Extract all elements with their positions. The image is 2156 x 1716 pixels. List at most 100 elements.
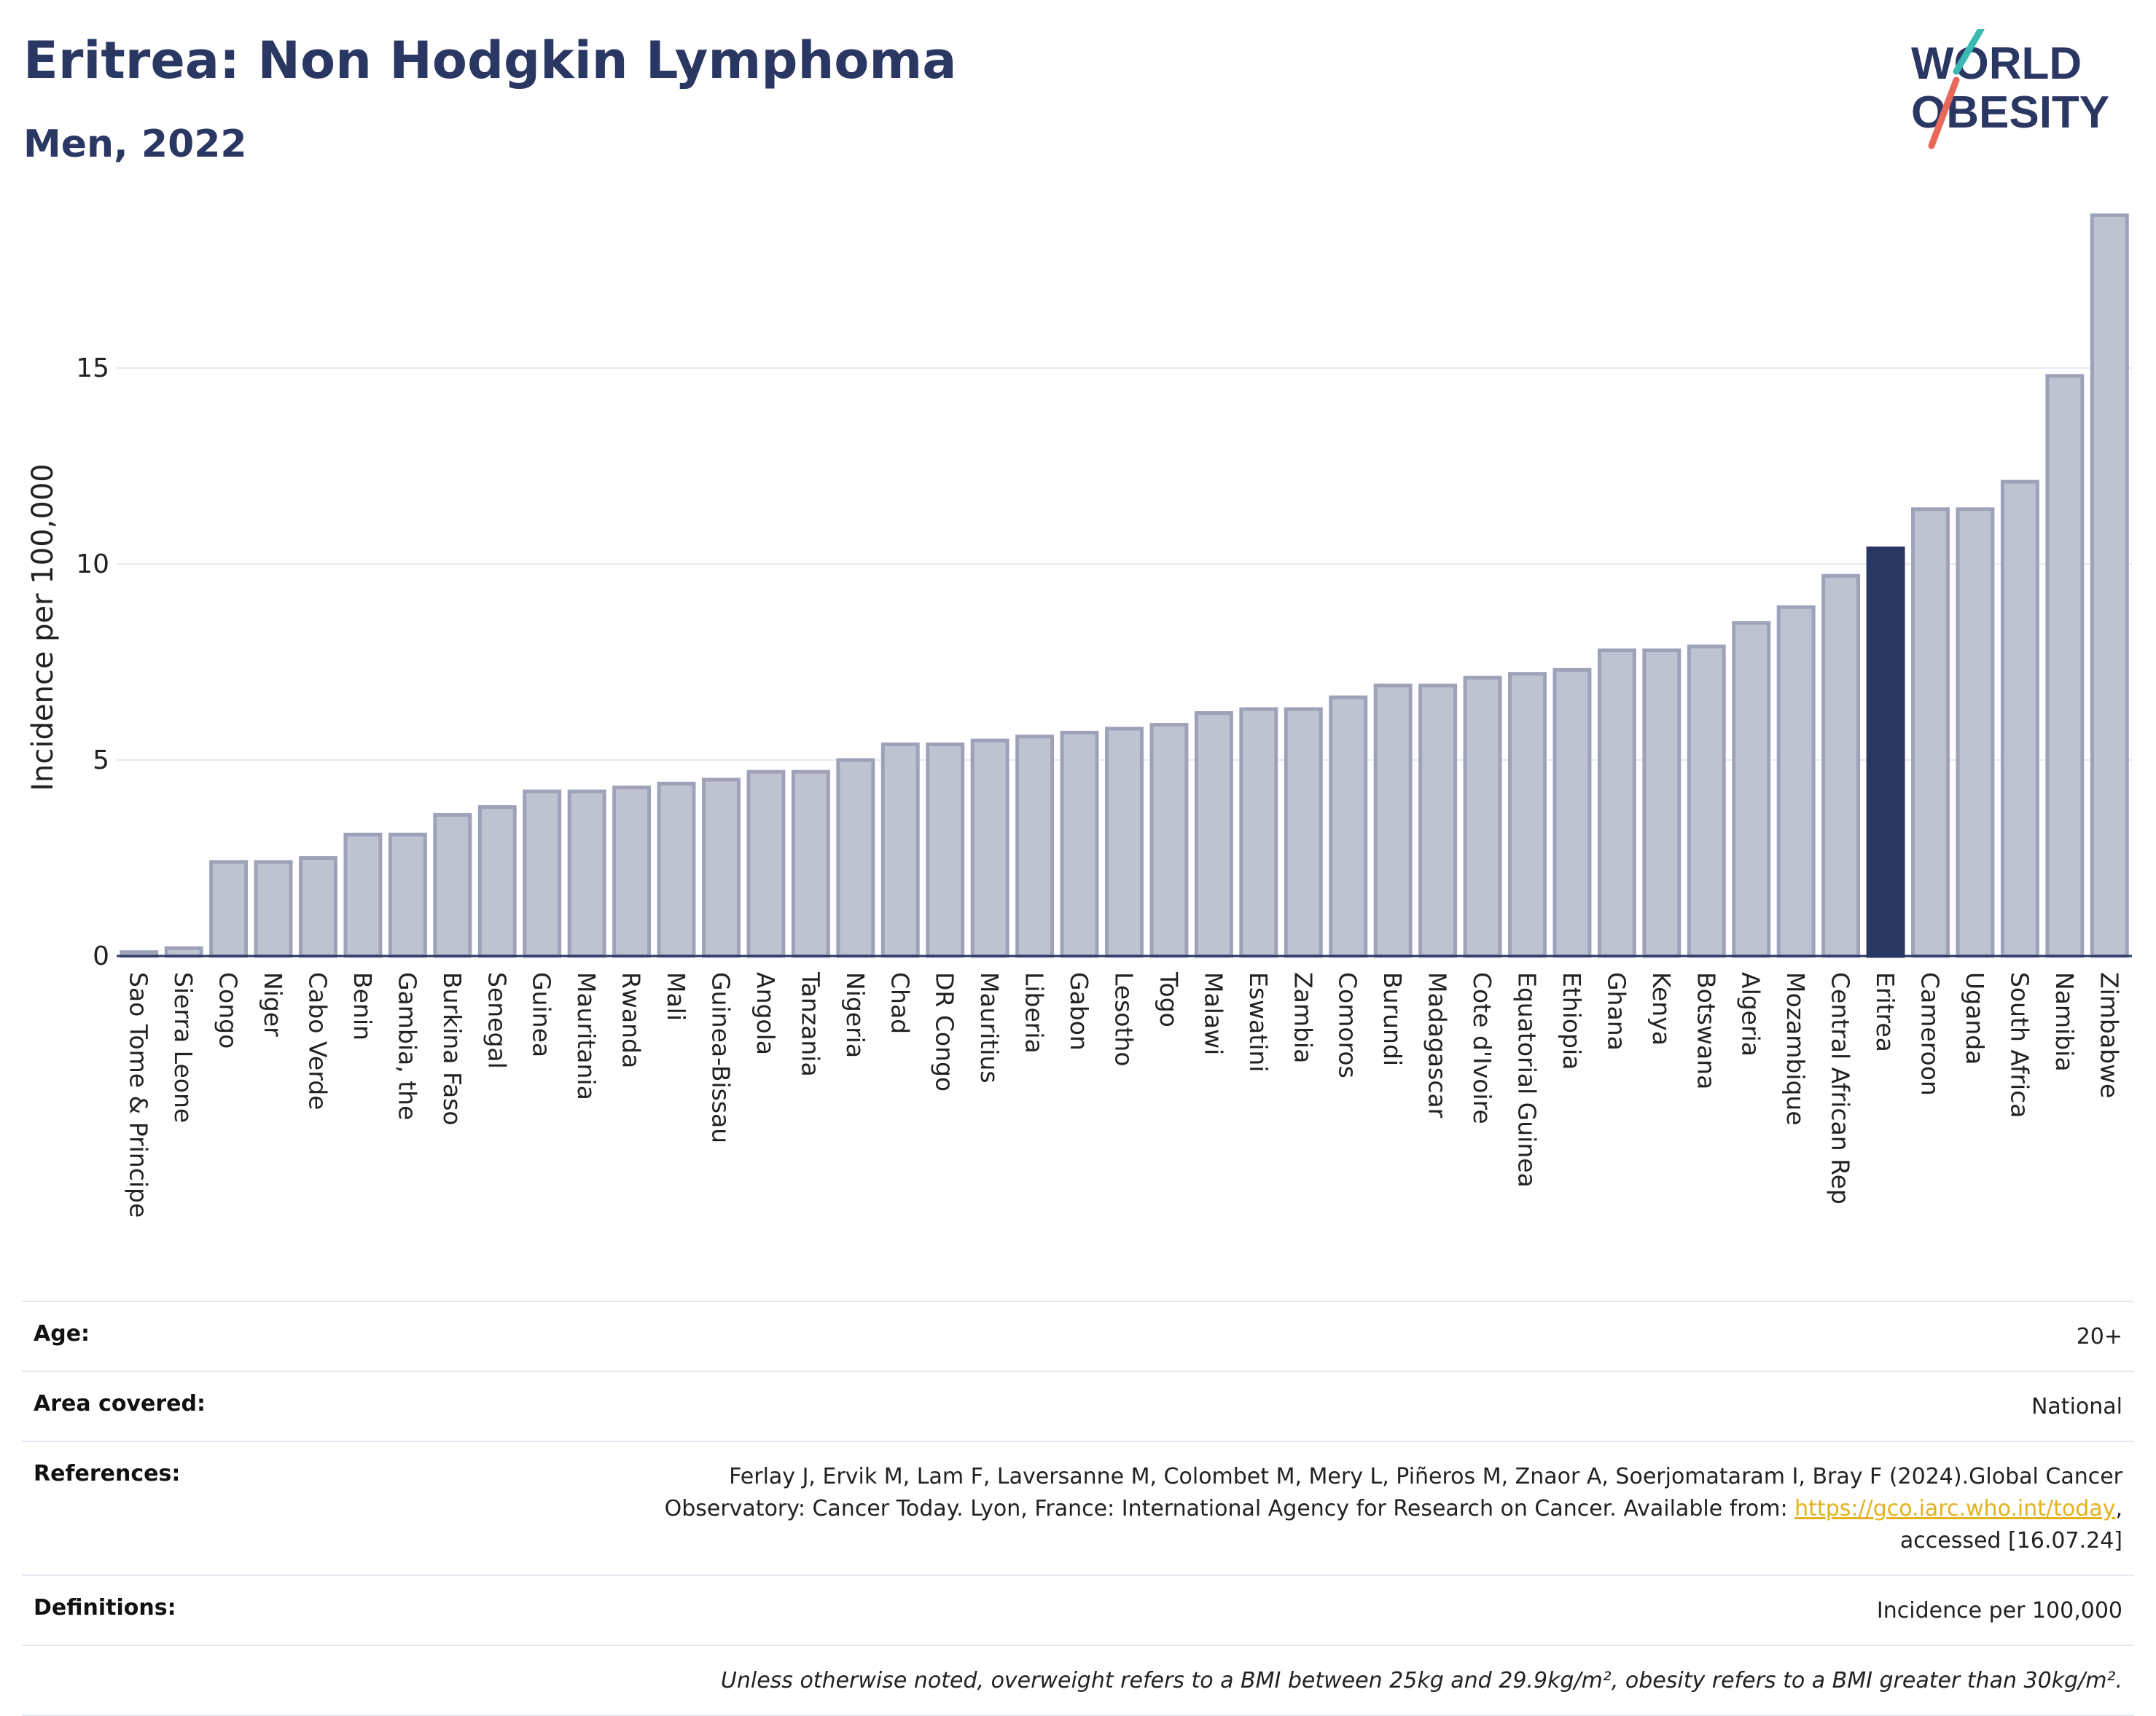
bar bbox=[1776, 605, 1816, 958]
x-tick-label: Burundi bbox=[1378, 972, 1407, 1066]
bar bbox=[1015, 734, 1055, 958]
age-value: 20+ bbox=[2076, 1324, 2122, 1349]
x-tick-label: Botswana bbox=[1692, 972, 1720, 1089]
x-tick-label: Cameroon bbox=[1916, 972, 1945, 1096]
references-line1: Ferlay J, Ervik M, Lam F, Laversanne M, … bbox=[729, 1464, 2122, 1489]
bar bbox=[1105, 726, 1144, 958]
bar bbox=[970, 738, 1009, 958]
bar bbox=[1239, 707, 1278, 958]
info-row-note: Unless otherwise noted, overweight refer… bbox=[22, 1645, 2134, 1716]
bar bbox=[791, 769, 830, 958]
x-tick-label: Zimbabwe bbox=[2095, 972, 2123, 1098]
bar bbox=[836, 758, 875, 958]
x-tick-label: Algeria bbox=[1737, 972, 1765, 1057]
world-obesity-logo: WORLD OBESITY bbox=[1911, 29, 2109, 149]
info-row-references: References: Ferlay J, Ervik M, Lam F, La… bbox=[22, 1441, 2134, 1575]
definitions-value: Incidence per 100,000 bbox=[1876, 1598, 2122, 1623]
area-value: National bbox=[2031, 1394, 2122, 1419]
bar bbox=[746, 769, 786, 958]
x-tick-label: Zambia bbox=[1289, 972, 1317, 1063]
bar bbox=[1060, 730, 1099, 958]
info-table: Age: 20+ Area covered: National Referenc… bbox=[22, 1301, 2134, 1716]
x-tick-label: Chad bbox=[886, 972, 914, 1034]
bar bbox=[1956, 507, 1995, 958]
x-tick-label: Niger bbox=[259, 972, 287, 1037]
x-tick-label: Congo bbox=[214, 972, 243, 1049]
x-tick-label: Uganda bbox=[1961, 972, 1989, 1065]
x-tick-label: Cote d'Ivoire bbox=[1468, 972, 1496, 1124]
x-tick-label: Tanzania bbox=[796, 971, 824, 1077]
y-tick-label: 10 bbox=[76, 549, 109, 579]
x-tick-label: Guinea bbox=[528, 972, 556, 1057]
bmi-note: Unless otherwise noted, overweight refer… bbox=[720, 1668, 2122, 1693]
y-tick-label: 0 bbox=[93, 941, 109, 971]
bar bbox=[1418, 683, 1458, 958]
bar bbox=[1508, 672, 1547, 958]
x-tick-label: Central African Rep bbox=[1827, 972, 1855, 1204]
bar bbox=[1149, 723, 1189, 958]
x-tick-label: Gabon bbox=[1065, 972, 1093, 1051]
bar-highlight bbox=[1866, 546, 1905, 958]
bar bbox=[1687, 644, 1726, 958]
y-tick-labels: 0 5 10 15 bbox=[76, 353, 109, 971]
x-tick-label: Mauritius bbox=[975, 972, 1004, 1084]
x-tick-label: Gambia, the bbox=[393, 972, 421, 1120]
x-tick-label: Comoros bbox=[1334, 972, 1362, 1078]
bar bbox=[433, 812, 472, 958]
logo-slash-teal bbox=[1953, 29, 1985, 75]
info-row-area: Area covered: National bbox=[22, 1371, 2134, 1441]
bar bbox=[702, 777, 741, 958]
x-tick-label: Equatorial Guinea bbox=[1513, 972, 1542, 1188]
x-tick-label: Eswatini bbox=[1244, 972, 1273, 1072]
info-row-age: Age: 20+ bbox=[22, 1301, 2134, 1371]
x-tick-label: Sao Tome & Principe bbox=[125, 972, 153, 1218]
y-axis-label: Incidence per 100,000 bbox=[26, 463, 60, 791]
bar bbox=[1463, 675, 1502, 958]
x-tick-label: Namibia bbox=[2050, 972, 2079, 1072]
info-row-definitions: Definitions: Incidence per 100,000 bbox=[22, 1575, 2134, 1645]
page-subtitle: Men, 2022 bbox=[23, 122, 247, 166]
bar bbox=[612, 785, 652, 958]
x-tick-label: Burkina Faso bbox=[438, 972, 466, 1126]
bar bbox=[523, 789, 562, 958]
references-line2: Observatory: Cancer Today. Lyon, France:… bbox=[664, 1496, 1795, 1521]
bar bbox=[1732, 621, 1771, 958]
bar bbox=[567, 789, 606, 958]
bars bbox=[120, 213, 2129, 958]
bar bbox=[1194, 711, 1233, 958]
x-tick-label: South Africa bbox=[2005, 972, 2034, 1118]
bar bbox=[343, 832, 383, 958]
x-tick-label: Eritrea bbox=[1871, 972, 1899, 1052]
x-tick-label: Angola bbox=[751, 972, 780, 1055]
bar bbox=[1597, 648, 1636, 958]
x-tick-label: Liberia bbox=[1020, 972, 1049, 1054]
x-tick-label: Madagascar bbox=[1423, 972, 1452, 1118]
x-tick-label: Ghana bbox=[1602, 972, 1630, 1051]
bar bbox=[1552, 667, 1592, 958]
x-tick-label: Malawi bbox=[1199, 972, 1227, 1055]
references-line3: accessed [16.07.24] bbox=[1899, 1528, 2122, 1554]
bar bbox=[254, 860, 293, 958]
references-line2-post: , bbox=[2115, 1496, 2122, 1521]
x-tick-label: Guinea-Bissau bbox=[707, 972, 735, 1143]
x-tick-label: Nigeria bbox=[841, 972, 870, 1058]
x-tick-label: DR Congo bbox=[931, 972, 959, 1092]
bar bbox=[880, 743, 920, 958]
bar bbox=[164, 946, 203, 958]
area-label: Area covered: bbox=[34, 1391, 206, 1417]
bar bbox=[1284, 707, 1323, 958]
references-link[interactable]: https://gco.iarc.who.int/today bbox=[1794, 1496, 2116, 1521]
bar bbox=[1373, 683, 1413, 958]
x-tick-label: Togo bbox=[1155, 971, 1183, 1027]
age-label: Age: bbox=[34, 1321, 90, 1347]
x-tick-labels: Sao Tome & Principe Sierra Leone Congo Nige… bbox=[125, 971, 2124, 1218]
bar bbox=[209, 860, 249, 958]
x-tick-label: Senegal bbox=[483, 972, 511, 1069]
references-value: Ferlay J, Ervik M, Lam F, Laversanne M, … bbox=[665, 1461, 2122, 1557]
y-tick-label: 5 bbox=[93, 745, 109, 775]
page-title: Eritrea: Non Hodgkin Lymphoma bbox=[23, 31, 957, 90]
bar bbox=[1911, 507, 1950, 958]
bar bbox=[1329, 695, 1368, 958]
x-tick-label: Mozambique bbox=[1781, 972, 1810, 1126]
logo-slash-coral bbox=[1928, 77, 1960, 149]
